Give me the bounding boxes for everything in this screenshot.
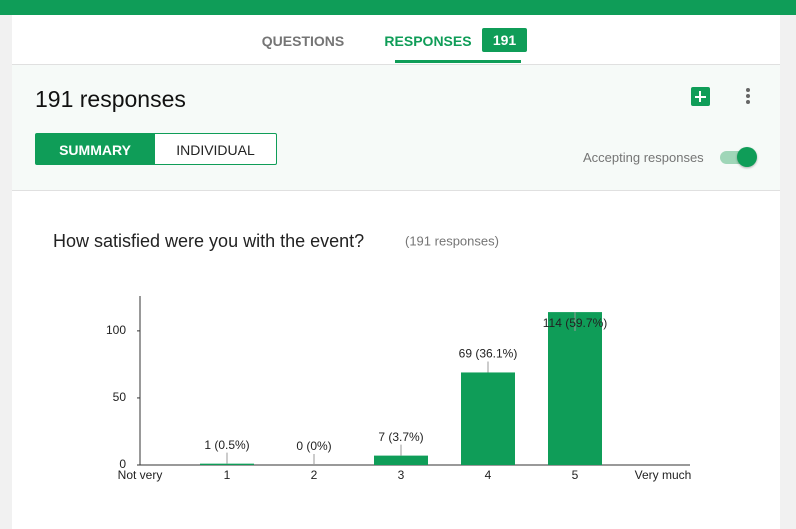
x-tick-label: 1 <box>224 468 231 482</box>
top-bar <box>0 0 796 15</box>
summary-header <box>12 65 780 191</box>
summary-button[interactable]: SUMMARY <box>35 133 155 165</box>
tab-bar <box>12 15 780 65</box>
bar <box>374 455 428 465</box>
more-menu[interactable] <box>746 88 750 104</box>
responses-title: 191 responses <box>35 86 186 112</box>
value-label: 0 (0%) <box>296 439 331 453</box>
chart-subtitle: (191 responses) <box>405 233 499 248</box>
toggle-knob[interactable] <box>737 147 757 167</box>
value-label: 7 (3.7%) <box>378 430 423 444</box>
individual-button[interactable]: INDIVIDUAL <box>154 133 277 165</box>
questions-tab[interactable]: QUESTIONS <box>261 33 345 49</box>
chart: How satisfied were you with the event? (… <box>53 231 692 482</box>
y-tick-label: 0 <box>119 457 126 471</box>
x-tick-label: 2 <box>311 468 318 482</box>
sheets-icon[interactable] <box>691 87 710 106</box>
x-tick-label: 3 <box>398 468 405 482</box>
tab-indicator <box>395 60 521 63</box>
chart-title: How satisfied were you with the event? <box>53 231 364 251</box>
bar <box>461 372 515 465</box>
y-tick-label: 100 <box>106 323 126 337</box>
response-badge: 191 <box>482 28 527 52</box>
value-label: 1 (0.5%) <box>204 438 249 452</box>
accepting-label: Accepting responses <box>583 150 704 165</box>
bar <box>200 463 254 465</box>
responses-tab[interactable]: RESPONSES <box>384 33 472 49</box>
x-tick-label: 5 <box>572 468 579 482</box>
y-tick-label: 50 <box>113 390 127 404</box>
bar <box>548 312 602 465</box>
x-start-label: Not very <box>118 468 163 482</box>
x-end-label: Very much <box>635 468 692 482</box>
value-label: 69 (36.1%) <box>459 347 518 361</box>
x-tick-label: 4 <box>485 468 492 482</box>
value-label: 114 (59.7%) <box>543 316 607 330</box>
